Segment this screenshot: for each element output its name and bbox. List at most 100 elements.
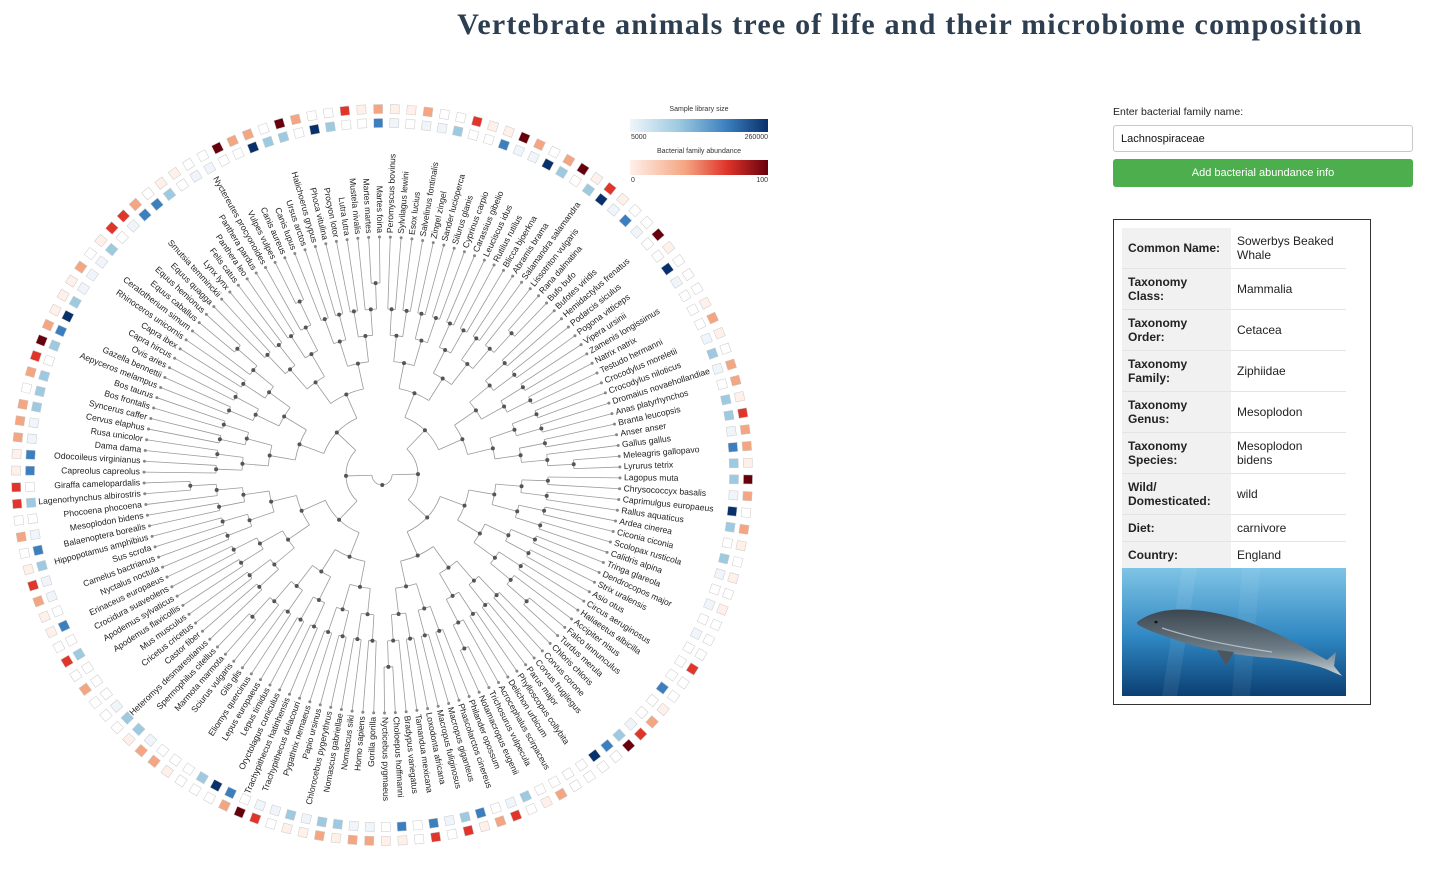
tree-node[interactable] [509,331,514,336]
tree-node[interactable] [303,325,308,330]
tree-node[interactable] [373,281,378,286]
leaf-dot[interactable] [208,637,212,641]
tree-node[interactable] [471,578,476,583]
tree-node[interactable] [239,560,244,565]
library-size-cell[interactable] [25,481,36,492]
tree-node[interactable] [473,408,478,413]
abundance-cell[interactable] [690,282,704,296]
library-size-cell[interactable] [308,123,321,136]
abundance-cell[interactable] [134,743,148,758]
tree-node[interactable] [347,554,352,559]
abundance-cell[interactable] [99,708,113,723]
leaf-dot[interactable] [421,238,425,242]
leaf-dot[interactable] [367,235,371,239]
tree-node[interactable] [542,441,547,446]
tree-node[interactable] [309,352,314,357]
leaf-dot[interactable] [149,416,153,420]
abundance-cell[interactable] [724,358,737,371]
library-size-cell[interactable] [126,219,141,233]
library-size-cell[interactable] [718,552,730,565]
abundance-cell[interactable] [562,153,576,167]
library-size-cell[interactable] [32,544,44,556]
leaf-dot[interactable] [273,260,277,264]
abundance-cell[interactable] [52,640,66,654]
tree-node[interactable] [244,436,249,441]
library-size-cell[interactable] [696,612,710,626]
library-size-cell[interactable] [364,821,375,832]
abundance-cell[interactable] [645,715,659,729]
abundance-cell[interactable] [509,809,523,822]
abundance-cell[interactable] [494,815,507,828]
library-size-cell[interactable] [38,370,51,382]
tree-node[interactable] [419,338,424,343]
abundance-cell[interactable] [27,579,40,592]
tree-node[interactable] [380,482,385,487]
leaf-dot[interactable] [155,396,159,400]
abundance-cell[interactable] [226,134,239,148]
tree-node[interactable] [334,430,339,435]
library-size-cell[interactable] [26,433,38,444]
leaf-dot[interactable] [436,704,440,708]
abundance-cell[interactable] [24,366,37,378]
library-size-cell[interactable] [277,131,290,143]
tree-node[interactable] [344,473,349,478]
leaf-dot[interactable] [617,454,621,458]
leaf-dot[interactable] [334,239,338,243]
leaf-label[interactable]: Homo sapiens [352,716,366,772]
leaf-dot[interactable] [215,645,219,649]
leaf-dot[interactable] [168,366,172,370]
leaf-dot[interactable] [552,309,556,313]
library-size-cell[interactable] [217,154,231,167]
abundance-cell[interactable] [733,391,746,403]
library-size-cell[interactable] [594,192,608,207]
library-size-cell[interactable] [316,816,328,828]
leaf-dot[interactable] [165,575,169,579]
leaf-dot[interactable] [308,700,312,704]
leaf-label[interactable]: Lagopus muta [624,472,679,483]
leaf-dot[interactable] [228,290,232,294]
abundance-cell[interactable] [462,824,475,837]
library-size-cell[interactable] [104,242,119,257]
abundance-cell[interactable] [289,113,302,126]
abundance-cell[interactable] [633,727,648,741]
library-size-cell[interactable] [389,118,400,129]
leaf-dot[interactable] [298,696,302,700]
leaf-dot[interactable] [548,641,552,645]
abundance-cell[interactable] [38,610,51,623]
leaf-dot[interactable] [184,338,188,342]
leaf-dot[interactable] [159,386,163,390]
library-size-cell[interactable] [660,262,675,276]
library-size-cell[interactable] [195,771,209,785]
abundance-cell[interactable] [60,654,74,668]
library-size-cell[interactable] [618,213,633,228]
library-size-cell[interactable] [612,728,626,742]
library-size-cell[interactable] [726,506,738,517]
tree-node[interactable] [440,376,445,381]
leaf-dot[interactable] [152,406,156,410]
leaf-dot[interactable] [616,443,620,447]
abundance-cell[interactable] [141,186,155,201]
library-size-cell[interactable] [262,135,275,148]
abundance-cell[interactable] [455,111,467,124]
library-size-cell[interactable] [396,821,407,832]
library-size-cell[interactable] [720,394,732,406]
leaf-dot[interactable] [607,401,611,405]
tree-node[interactable] [450,593,455,598]
library-size-cell[interactable] [182,762,196,776]
tree-node[interactable] [241,381,246,386]
tree-node[interactable] [494,593,499,598]
abundance-cell[interactable] [582,769,597,784]
abundance-cell[interactable] [702,633,716,647]
tree-node[interactable] [235,346,240,351]
library-size-cell[interactable] [284,809,297,821]
leaf-dot[interactable] [573,334,577,338]
abundance-cell[interactable] [11,448,22,459]
library-size-cell[interactable] [36,560,48,572]
library-size-cell[interactable] [640,237,655,251]
leaf-dot[interactable] [377,235,381,239]
leaf-dot[interactable] [511,274,515,278]
tree-node[interactable] [490,446,495,451]
abundance-cell[interactable] [406,105,417,116]
abundance-cell[interactable] [116,209,131,223]
tree-node[interactable] [518,453,523,458]
